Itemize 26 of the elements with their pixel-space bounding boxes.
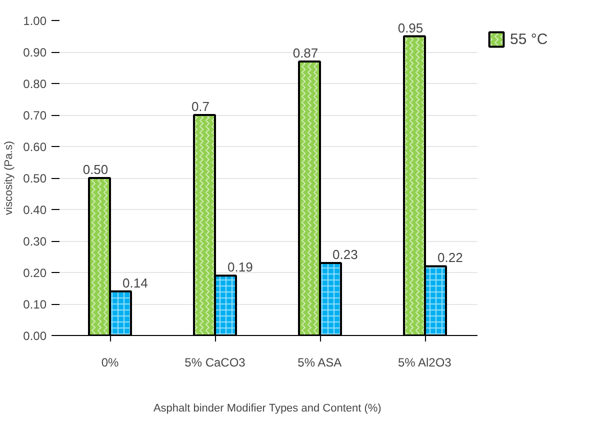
x-tick-label: 0% <box>101 356 119 370</box>
x-tick-label: 5% ASA <box>298 356 342 370</box>
x-tick-label: 5% Al2O3 <box>398 356 452 370</box>
y-axis-title: viscosity (Pa.s) <box>3 141 16 215</box>
x-axis-title: Asphalt binder Modifier Types and Content (%) <box>153 402 382 414</box>
data-label: 0.23 <box>332 247 358 262</box>
x-tick-label: 5% CaCO3 <box>184 356 246 370</box>
data-label: 0.50 <box>82 162 108 177</box>
y-tick-label: 0.10 <box>23 298 47 312</box>
y-tick-label: 0.40 <box>23 203 47 217</box>
y-tick-label: 0.00 <box>23 329 47 343</box>
data-label: 0.95 <box>398 20 424 36</box>
data-label: 0.22 <box>438 250 463 266</box>
y-tick-label: 0.50 <box>23 172 47 186</box>
legend-label: 55 °C <box>510 30 548 48</box>
y-tick-label: 1.00 <box>23 14 47 28</box>
y-tick-label: 0.30 <box>23 234 47 248</box>
data-label: 0.87 <box>292 45 318 60</box>
data-label: 0.19 <box>228 260 253 275</box>
y-tick-label: 0.70 <box>23 108 47 122</box>
y-tick-label: 0.60 <box>23 140 47 154</box>
y-tick-label: 0.80 <box>23 77 47 91</box>
data-label: 0.14 <box>122 275 148 290</box>
y-tick-label: 0.20 <box>23 266 47 280</box>
y-tick-label: 0.90 <box>23 46 47 60</box>
data-label: 0.7 <box>191 99 210 114</box>
